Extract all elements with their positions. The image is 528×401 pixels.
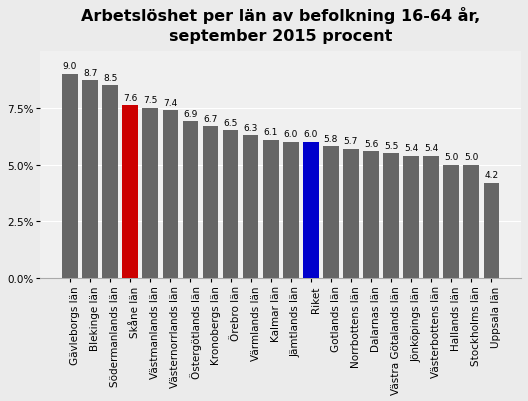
Bar xyxy=(283,142,298,279)
Bar xyxy=(403,156,419,279)
Text: 5.4: 5.4 xyxy=(424,144,438,153)
Text: 6.3: 6.3 xyxy=(243,124,258,132)
Bar xyxy=(263,140,278,279)
Bar xyxy=(62,75,78,279)
Text: 5.0: 5.0 xyxy=(444,153,458,162)
Bar xyxy=(444,165,459,279)
Title: Arbetslöshet per län av befolkning 16-64 år,
september 2015 procent: Arbetslöshet per län av befolkning 16-64… xyxy=(81,7,480,44)
Bar xyxy=(383,154,399,279)
Text: 9.0: 9.0 xyxy=(63,62,77,71)
Text: 5.6: 5.6 xyxy=(364,139,378,148)
Text: 6.1: 6.1 xyxy=(263,128,278,137)
Text: 5.4: 5.4 xyxy=(404,144,418,153)
Bar xyxy=(163,111,178,279)
Text: 5.7: 5.7 xyxy=(344,137,358,146)
Text: 5.8: 5.8 xyxy=(324,135,338,144)
Bar xyxy=(223,131,238,279)
Text: 6.0: 6.0 xyxy=(284,130,298,139)
Bar xyxy=(203,127,218,279)
Bar xyxy=(363,152,379,279)
Text: 5.0: 5.0 xyxy=(464,153,478,162)
Text: 4.2: 4.2 xyxy=(484,171,498,180)
Bar xyxy=(102,86,118,279)
Text: 5.5: 5.5 xyxy=(384,142,398,150)
Bar xyxy=(343,149,359,279)
Text: 7.5: 7.5 xyxy=(143,96,157,105)
Bar xyxy=(243,136,258,279)
Text: 6.9: 6.9 xyxy=(183,110,197,119)
Text: 8.7: 8.7 xyxy=(83,69,97,78)
Bar xyxy=(122,106,138,279)
Text: 6.0: 6.0 xyxy=(304,130,318,139)
Text: 7.6: 7.6 xyxy=(123,94,137,103)
Text: 6.7: 6.7 xyxy=(203,114,218,123)
Bar xyxy=(464,165,479,279)
Text: 6.5: 6.5 xyxy=(223,119,238,128)
Bar xyxy=(423,156,439,279)
Bar xyxy=(303,142,318,279)
Bar xyxy=(484,183,499,279)
Bar xyxy=(183,122,198,279)
Bar xyxy=(143,108,158,279)
Text: 8.5: 8.5 xyxy=(103,73,117,82)
Bar xyxy=(323,147,338,279)
Bar xyxy=(82,81,98,279)
Text: 7.4: 7.4 xyxy=(163,98,177,107)
